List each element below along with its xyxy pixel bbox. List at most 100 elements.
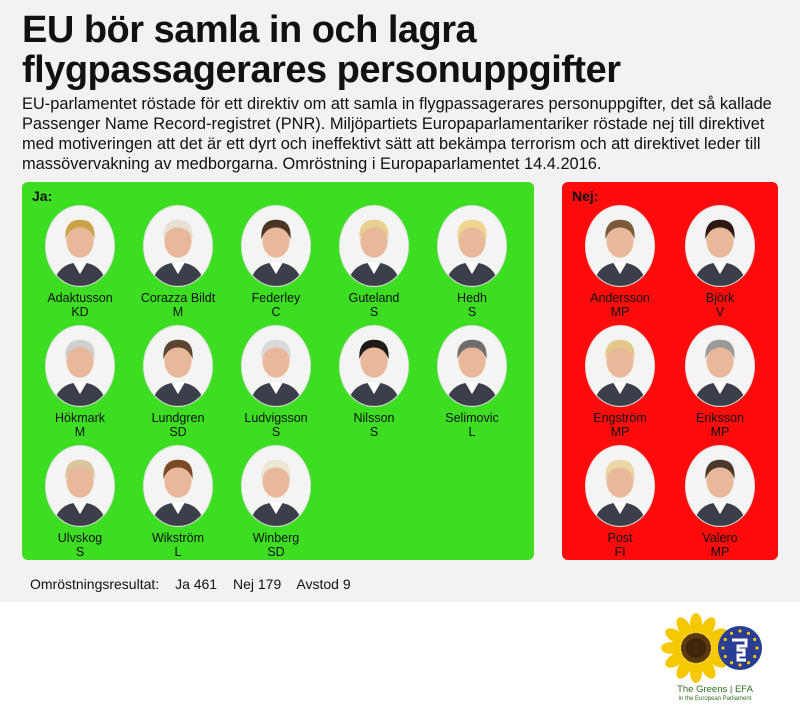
portrait-photo — [144, 206, 212, 286]
member-party: MP — [710, 425, 730, 439]
yes-label: Ja: — [32, 188, 53, 204]
portrait-photo — [438, 206, 506, 286]
member-name: Ulvskog — [57, 531, 103, 545]
portrait-photo — [586, 446, 654, 526]
portrait-photo — [144, 326, 212, 406]
member-portrait — [685, 445, 755, 527]
member-portrait — [143, 205, 213, 287]
member-party: L — [174, 545, 182, 559]
portrait-photo — [340, 206, 408, 286]
logo-name: The Greens | EFA — [677, 684, 753, 695]
yes-member-card: Corazza Bildt M — [128, 205, 228, 319]
portrait-photo — [46, 446, 114, 526]
member-name: Engström — [593, 411, 647, 425]
member-party: M — [74, 425, 86, 439]
member-party: M — [172, 305, 184, 319]
member-portrait — [339, 325, 409, 407]
member-portrait — [45, 205, 115, 287]
member-portrait — [585, 205, 655, 287]
yes-member-card: Nilsson S — [324, 325, 424, 439]
portrait-photo — [242, 206, 310, 286]
vote-results: Omröstningsresultat: Ja 461 Nej 179 Avst… — [30, 576, 363, 592]
yes-member-card: Selimovic L — [422, 325, 522, 439]
results-label: Omröstningsresultat: — [30, 576, 160, 592]
member-party: S — [369, 425, 379, 439]
member-party: L — [468, 425, 476, 439]
member-portrait — [585, 325, 655, 407]
member-portrait — [45, 445, 115, 527]
member-portrait — [437, 325, 507, 407]
no-member-card: Andersson MP — [570, 205, 670, 319]
member-party: V — [715, 305, 725, 319]
member-portrait — [685, 205, 755, 287]
member-name: Valero — [702, 531, 738, 545]
yes-member-card: Lundgren SD — [128, 325, 228, 439]
member-name: Selimovic — [445, 411, 499, 425]
yes-member-card: Ulvskog S — [30, 445, 130, 559]
page-title: EU bör samla in och lagra flygpassagerar… — [22, 10, 782, 90]
yes-member-card: Hedh S — [422, 205, 522, 319]
member-party: FI — [614, 545, 626, 559]
yes-member-card: Federley C — [226, 205, 326, 319]
portrait-photo — [586, 326, 654, 406]
member-name: Federley — [251, 291, 301, 305]
title-line-2: flygpassagerares personuppgifter — [22, 49, 621, 91]
member-party: S — [75, 545, 85, 559]
member-name: Guteland — [348, 291, 400, 305]
member-name: Lundgren — [151, 411, 205, 425]
member-portrait — [241, 325, 311, 407]
member-party: C — [271, 305, 281, 319]
portrait-photo — [340, 326, 408, 406]
member-name: Winberg — [252, 531, 300, 545]
member-party: S — [271, 425, 281, 439]
results-yes: Ja 461 — [175, 576, 218, 592]
sunflower-logo-icon — [661, 613, 762, 683]
member-party: KD — [71, 305, 89, 319]
member-party: S — [369, 305, 379, 319]
yes-member-card: Guteland S — [324, 205, 424, 319]
member-party: MP — [710, 545, 730, 559]
portrait-photo — [144, 446, 212, 526]
member-name: Eriksson — [696, 411, 744, 425]
member-party: SD — [267, 545, 285, 559]
no-member-card: Björk V — [670, 205, 770, 319]
member-name: Ludvigsson — [244, 411, 308, 425]
portrait-photo — [46, 206, 114, 286]
results-no: Nej 179 — [233, 576, 282, 592]
member-name: Corazza Bildt — [140, 291, 216, 305]
yes-member-card: Adaktusson KD — [30, 205, 130, 319]
no-label: Nej: — [572, 188, 599, 204]
yes-member-card: Wikström L — [128, 445, 228, 559]
logo-subtitle: in the European Parliament — [678, 696, 752, 702]
yes-member-card: Hökmark M — [30, 325, 130, 439]
title-line-1: EU bör samla in och lagra — [22, 9, 477, 51]
member-name: Nilsson — [353, 411, 395, 425]
no-member-card: Engström MP — [570, 325, 670, 439]
portrait-photo — [242, 446, 310, 526]
no-member-card: Eriksson MP — [670, 325, 770, 439]
member-portrait — [241, 445, 311, 527]
portrait-photo — [686, 206, 754, 286]
member-portrait — [685, 325, 755, 407]
member-portrait — [437, 205, 507, 287]
member-party: S — [467, 305, 477, 319]
member-party: MP — [610, 425, 630, 439]
member-name: Björk — [705, 291, 735, 305]
portrait-photo — [242, 326, 310, 406]
intro-text: EU-parlamentet röstade för ett direktiv … — [22, 95, 772, 173]
member-portrait — [241, 205, 311, 287]
member-portrait — [143, 445, 213, 527]
member-name: Hökmark — [54, 411, 105, 425]
member-party: MP — [610, 305, 630, 319]
results-abstain: Avstod 9 — [296, 576, 351, 592]
member-portrait — [45, 325, 115, 407]
member-party: SD — [169, 425, 187, 439]
member-portrait — [339, 205, 409, 287]
no-member-card: Post FI — [570, 445, 670, 559]
portrait-photo — [438, 326, 506, 406]
portrait-photo — [686, 326, 754, 406]
member-name: Hedh — [457, 291, 487, 305]
portrait-photo — [586, 206, 654, 286]
member-portrait — [143, 325, 213, 407]
yes-member-card: Ludvigsson S — [226, 325, 326, 439]
